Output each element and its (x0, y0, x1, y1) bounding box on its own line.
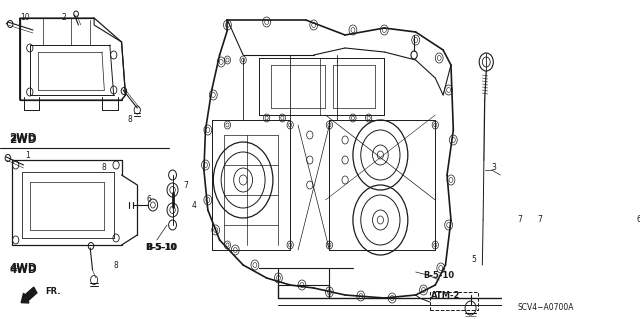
Text: 5: 5 (471, 256, 476, 264)
Text: 7: 7 (518, 216, 522, 225)
Text: ATM-2: ATM-2 (431, 292, 461, 300)
Text: 2: 2 (62, 13, 67, 23)
Text: B-5-10: B-5-10 (147, 243, 178, 253)
Text: SCV4−A0700A: SCV4−A0700A (518, 303, 574, 313)
Text: 1: 1 (25, 151, 30, 160)
Text: 6: 6 (637, 216, 640, 225)
Text: 4: 4 (192, 201, 197, 210)
Bar (430, 292, 479, 310)
Text: FR.: FR. (45, 286, 61, 295)
Text: 4WD: 4WD (10, 265, 37, 275)
Text: 7: 7 (537, 216, 542, 225)
Text: 2WD: 2WD (10, 133, 36, 143)
Text: 6: 6 (147, 196, 152, 204)
Text: B-5-10: B-5-10 (424, 271, 454, 280)
Text: 3: 3 (492, 164, 497, 173)
Text: 4WD: 4WD (10, 263, 37, 273)
Text: 8: 8 (127, 115, 132, 124)
Text: 10: 10 (20, 13, 30, 23)
Text: B-5-10: B-5-10 (145, 243, 176, 253)
FancyArrow shape (21, 287, 37, 303)
Text: 7: 7 (184, 181, 188, 189)
Text: 8: 8 (102, 164, 107, 173)
Text: 2WD: 2WD (10, 135, 36, 145)
Text: 8: 8 (114, 261, 118, 270)
